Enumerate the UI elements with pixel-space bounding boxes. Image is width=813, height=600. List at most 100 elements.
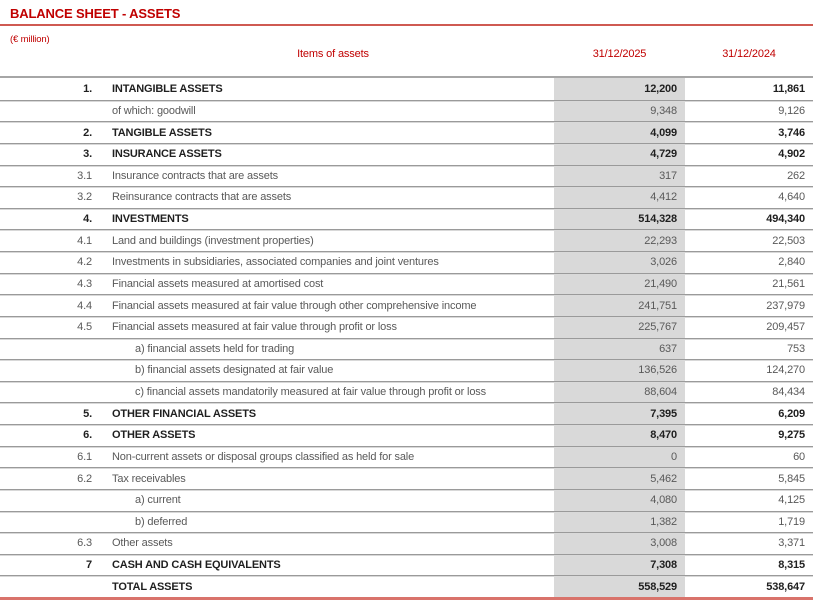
row-value-2024: 60 bbox=[793, 450, 805, 463]
row-label: c) financial assets mandatorily measured… bbox=[135, 386, 487, 399]
row-number: 3.2 bbox=[77, 191, 92, 204]
row-value-2024: 494,340 bbox=[766, 213, 805, 226]
table-row: 4.2 Investments in subsidiaries, associat… bbox=[0, 251, 813, 273]
column-header-period-current: 31/12/2025 bbox=[592, 48, 647, 60]
table-row: c) financial assets mandatorily measured… bbox=[0, 380, 813, 403]
row-value-2025: 317 bbox=[554, 165, 685, 187]
row-number: 4.5 bbox=[77, 321, 92, 334]
row-value-2025: 88,604 bbox=[554, 381, 685, 403]
row-value-2025: 4,729 bbox=[554, 143, 685, 165]
row-value-2024: 753 bbox=[787, 342, 805, 355]
row-value-2025: 3,026 bbox=[554, 252, 685, 273]
row-value-2025: 514,328 bbox=[554, 208, 685, 230]
column-header-items: Items of assets bbox=[297, 48, 369, 60]
row-value-2024: 538,647 bbox=[766, 580, 805, 593]
row-value-2025: 21,490 bbox=[554, 273, 685, 295]
balance-sheet-table: 1. INTANGIBLE ASSETS 12,200 11,861 of which:… bbox=[0, 76, 813, 600]
row-value-2025: 7,308 bbox=[554, 554, 685, 576]
table-row: 4.1 Land and buildings (investment proper… bbox=[0, 229, 813, 251]
table-row: 3.2 Reinsurance contracts that are assets… bbox=[0, 186, 813, 208]
row-value-2024: 9,126 bbox=[778, 104, 805, 117]
row-label: a) financial assets held for trading bbox=[135, 342, 295, 355]
row-value-2025: 9,348 bbox=[554, 100, 685, 122]
row-number: 4.1 bbox=[77, 234, 92, 247]
table-row: 6.1 Non-current assets or disposal groups… bbox=[0, 445, 813, 468]
row-number: 6.2 bbox=[77, 472, 92, 485]
row-value-2024: 3,371 bbox=[778, 537, 805, 550]
row-value-2025: 558,529 bbox=[554, 576, 685, 597]
row-value-2025: 0 bbox=[554, 446, 685, 468]
column-headers: Items of assets 31/12/2025 31/12/2024 bbox=[0, 44, 813, 64]
table-row: 4. INVESTMENTS 514,328 494,340 bbox=[0, 207, 813, 230]
row-number: 4.2 bbox=[77, 256, 92, 269]
row-label: Land and buildings (investment propertie… bbox=[112, 234, 314, 247]
title-divider bbox=[0, 24, 813, 26]
row-label: Insurance contracts that are assets bbox=[112, 169, 278, 182]
row-number: 6.3 bbox=[77, 537, 92, 550]
row-value-2025: 22,293 bbox=[554, 230, 685, 251]
row-label: TANGIBLE ASSETS bbox=[112, 126, 212, 139]
row-label: Non-current assets or disposal groups cl… bbox=[112, 450, 415, 463]
row-number: 4. bbox=[83, 213, 92, 226]
table-row: 3. INSURANCE ASSETS 4,729 4,902 bbox=[0, 142, 813, 165]
row-label: OTHER FINANCIAL ASSETS bbox=[112, 407, 256, 420]
row-value-2024: 4,902 bbox=[778, 148, 805, 161]
table-row: a) current 4,080 4,125 bbox=[0, 488, 813, 511]
row-value-2025: 7,395 bbox=[554, 403, 685, 424]
row-value-2024: 262 bbox=[787, 169, 805, 182]
page-title: BALANCE SHEET - ASSETS bbox=[10, 6, 181, 21]
table-row: b) financial assets designated at fair v… bbox=[0, 359, 813, 381]
table-row: 7 CASH AND CASH EQUIVALENTS 7,308 8,315 bbox=[0, 553, 813, 576]
row-number: 4.3 bbox=[77, 277, 92, 290]
row-number: 5. bbox=[83, 407, 92, 420]
row-value-2025: 4,080 bbox=[554, 489, 685, 511]
row-label: of which: goodwill bbox=[112, 104, 196, 117]
row-value-2024: 9,275 bbox=[778, 429, 805, 442]
row-label: OTHER ASSETS bbox=[112, 429, 196, 442]
row-value-2025: 8,470 bbox=[554, 425, 685, 446]
table-row: a) financial assets held for trading 637 7… bbox=[0, 337, 813, 360]
row-value-2024: 3,746 bbox=[778, 126, 805, 139]
row-label: Financial assets measured at fair value … bbox=[112, 321, 397, 334]
row-value-2024: 4,640 bbox=[778, 191, 805, 204]
table-row: 1. INTANGIBLE ASSETS 12,200 11,861 bbox=[0, 78, 813, 100]
row-value-2025: 5,462 bbox=[554, 468, 685, 489]
row-label: Financial assets measured at amortised c… bbox=[112, 277, 324, 290]
row-label: INSURANCE ASSETS bbox=[112, 148, 222, 161]
row-label: b) deferred bbox=[135, 515, 188, 528]
row-value-2025: 4,099 bbox=[554, 122, 685, 143]
row-label: INTANGIBLE ASSETS bbox=[112, 82, 223, 95]
row-value-2024: 4,125 bbox=[778, 494, 805, 507]
row-number: 1. bbox=[83, 82, 92, 95]
row-value-2025: 637 bbox=[554, 338, 685, 360]
row-label: Tax receivables bbox=[112, 472, 186, 485]
row-label: Financial assets measured at fair value … bbox=[112, 299, 477, 312]
table-row: 6. OTHER ASSETS 8,470 9,275 bbox=[0, 424, 813, 446]
row-label: Reinsurance contracts that are assets bbox=[112, 191, 292, 204]
row-value-2024: 209,457 bbox=[766, 321, 805, 334]
table-row: TOTAL ASSETS 558,529 538,647 bbox=[0, 575, 813, 597]
row-value-2025: 136,526 bbox=[554, 360, 685, 381]
row-value-2024: 237,979 bbox=[766, 299, 805, 312]
table-row: of which: goodwill 9,348 9,126 bbox=[0, 99, 813, 122]
row-label: INVESTMENTS bbox=[112, 213, 189, 226]
row-value-2025: 225,767 bbox=[554, 316, 685, 338]
row-number: 2. bbox=[83, 126, 92, 139]
table-row: b) deferred 1,382 1,719 bbox=[0, 510, 813, 533]
row-value-2024: 124,270 bbox=[766, 364, 805, 377]
row-label: CASH AND CASH EQUIVALENTS bbox=[112, 559, 281, 572]
row-label: a) current bbox=[135, 494, 181, 507]
row-value-2025: 12,200 bbox=[554, 78, 685, 100]
row-number: 4.4 bbox=[77, 299, 92, 312]
table-row: 4.3 Financial assets measured at amortise… bbox=[0, 272, 813, 295]
table-row: 3.1 Insurance contracts that are assets 31… bbox=[0, 164, 813, 187]
row-value-2024: 2,840 bbox=[778, 256, 805, 269]
row-label: TOTAL ASSETS bbox=[112, 580, 193, 593]
row-value-2025: 4,412 bbox=[554, 187, 685, 208]
row-value-2024: 1,719 bbox=[778, 515, 805, 528]
row-value-2024: 5,845 bbox=[778, 472, 805, 485]
row-value-2024: 22,503 bbox=[772, 234, 805, 247]
table-row: 2. TANGIBLE ASSETS 4,099 3,746 bbox=[0, 121, 813, 143]
row-value-2024: 84,434 bbox=[772, 386, 805, 399]
